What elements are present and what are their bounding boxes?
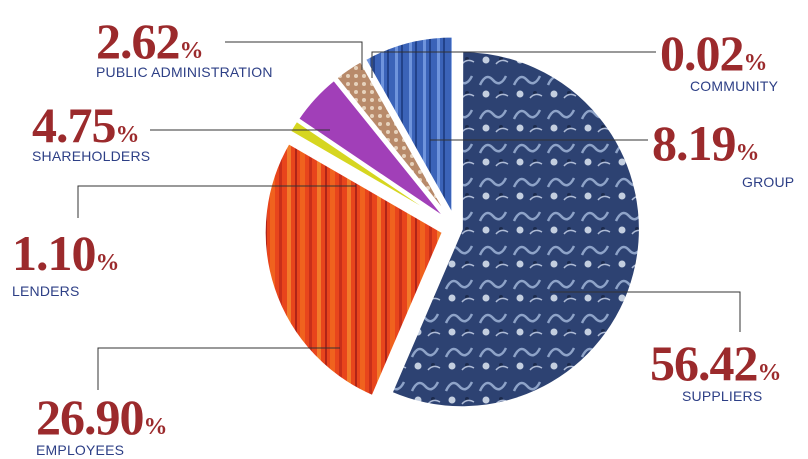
group-percent: 8.19%: [652, 115, 760, 171]
pie-slice-employees: [263, 141, 444, 398]
shareholders-percent: 4.75%: [32, 97, 140, 153]
pie-slice-lenders: [288, 119, 445, 222]
suppliers-percent: 56.42%: [650, 335, 782, 391]
leader-line-public-administration: [225, 41, 363, 70]
leader-line-suppliers: [550, 291, 741, 332]
pie-slice-group: [363, 35, 454, 219]
public-administration-percent: 2.62%: [96, 13, 204, 69]
pie-slice-shareholders: [296, 78, 447, 220]
employees-label: EMPLOYEES: [36, 442, 125, 458]
suppliers-label: SUPPLIERS: [682, 388, 763, 404]
pie-slice-public-administration: [335, 60, 450, 218]
leader-line-community: [371, 51, 656, 78]
community-label: COMMUNITY: [690, 78, 779, 94]
public-administration-label: PUBLIC ADMINISTRATION: [96, 64, 273, 80]
community-percent: 0.02%: [660, 25, 768, 81]
lenders-percent: 1.10%: [12, 225, 120, 281]
employees-percent: 26.90%: [36, 389, 168, 445]
lenders-label: LENDERS: [12, 283, 80, 299]
group-label: GROUP: [742, 174, 795, 190]
shareholders-label: SHAREHOLDERS: [32, 148, 151, 164]
leader-line-employees: [97, 347, 340, 390]
leader-line-lenders: [77, 185, 356, 218]
